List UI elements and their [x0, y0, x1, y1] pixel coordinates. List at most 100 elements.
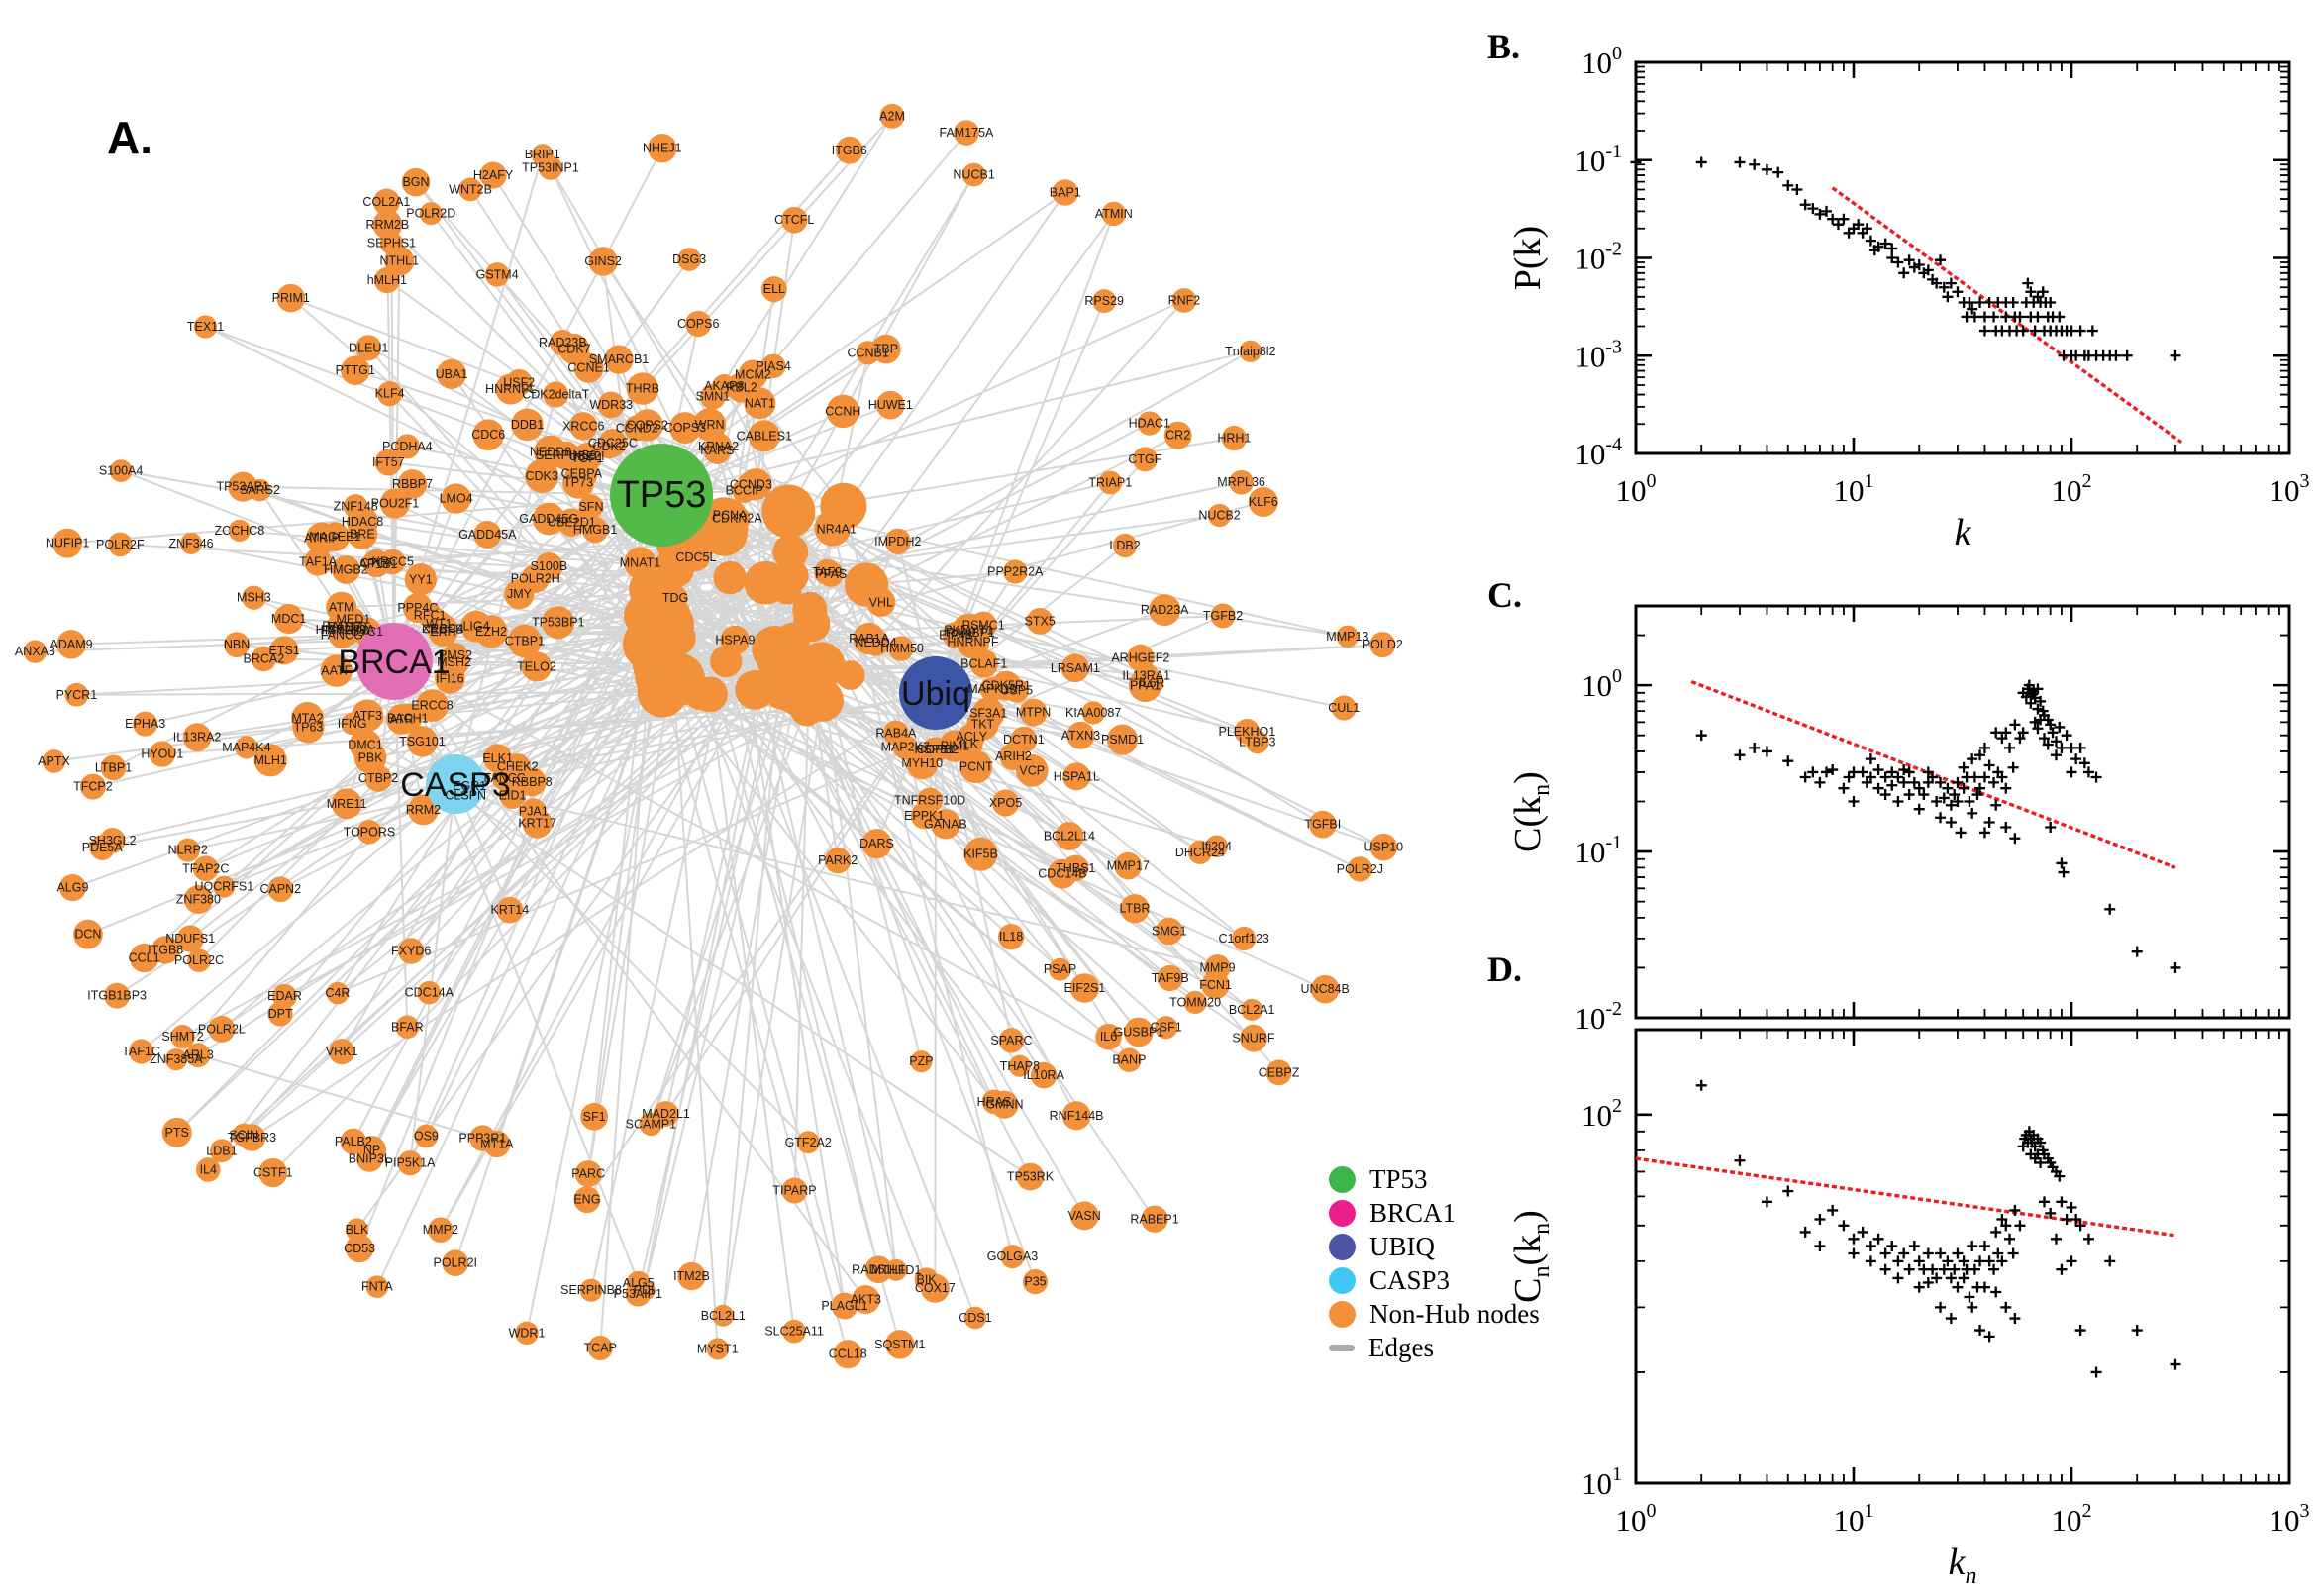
node-label: XRCC6 [562, 419, 604, 433]
legend-item-tp53: TP53 [1329, 1164, 1540, 1194]
node-label: BAP1 [1050, 185, 1081, 199]
node-label: BFAR [391, 1020, 424, 1034]
node-label: AKAP8 [704, 379, 744, 393]
network-node [910, 1050, 933, 1073]
network-node [543, 381, 569, 408]
network-node [794, 606, 831, 643]
network-node [626, 372, 659, 405]
network-node [64, 682, 89, 707]
node-label: CCNB1 [847, 346, 888, 359]
network-node [479, 161, 507, 189]
node-label: RBL2 [726, 380, 757, 394]
node-label: GANAB [924, 817, 967, 831]
network-node [997, 923, 1025, 950]
network-node [108, 532, 133, 557]
node-label: EZH2 [475, 625, 507, 639]
node-label: ZCCHC8 [215, 524, 265, 538]
network-node [798, 642, 846, 689]
node-label: ELK1 [482, 751, 513, 765]
network-node [681, 543, 710, 572]
node-label: SPARC [990, 1034, 1032, 1047]
network-node [1003, 559, 1028, 584]
network-node [538, 155, 563, 180]
node-label: BACH1 [387, 711, 429, 725]
network-node [79, 773, 106, 800]
node-label: HDAC8 [342, 515, 383, 529]
legend-item-casp3: CASP3 [1329, 1265, 1540, 1295]
network-node [397, 469, 428, 499]
network-node [1241, 998, 1263, 1021]
network-node [469, 1125, 496, 1151]
network-node [569, 412, 598, 441]
node-label: SMN1 [696, 390, 731, 404]
network-node [748, 420, 780, 452]
node-label: FANCC [483, 771, 525, 785]
network-node [340, 1128, 367, 1155]
network-node [1163, 421, 1192, 449]
network-node [492, 765, 518, 791]
network-legend: TP53 BRCA1 UBIQ CASP3 Non-Hub nodes Edges [1329, 1164, 1540, 1362]
node-label: CDK3 [526, 469, 558, 483]
network-node [365, 1275, 389, 1298]
node-label: CEBPB [422, 623, 463, 637]
node-label: PSAP [1044, 962, 1076, 976]
node-label: SERPINB9 [536, 449, 597, 462]
node-label: DSG3 [672, 252, 706, 266]
network-node [851, 1285, 880, 1315]
node-label: RBBP7 [392, 477, 433, 491]
tick-label: 100 [1581, 665, 1622, 703]
network-node [573, 1186, 601, 1214]
node-label: RAB1A [849, 632, 890, 646]
network-node [149, 741, 176, 767]
network-node [704, 433, 733, 460]
network-node [161, 1117, 192, 1147]
network-node [401, 167, 431, 197]
node-label: TOPORS [344, 825, 396, 839]
node-label: DHCR24 [1175, 846, 1225, 859]
node-label: IFT57 [372, 455, 405, 469]
node-label: PARK2 [818, 853, 858, 867]
minor-ticks [1636, 62, 2289, 453]
node-label: P53AIP1 [614, 1287, 662, 1301]
node-label: ZNF380 [176, 893, 221, 907]
node-label: RAD50 [327, 620, 366, 634]
network-node [326, 981, 350, 1005]
network-nodes [23, 103, 1398, 1369]
network-node [393, 703, 423, 734]
node-label: LTBP1 [95, 760, 132, 774]
network-node [782, 1319, 806, 1344]
node-label: SARS2 [240, 483, 280, 497]
node-label: PBK [358, 750, 384, 764]
node-label: ETS1 [268, 644, 299, 657]
network-node [604, 345, 634, 374]
node-label: PCNA [713, 509, 748, 523]
node-label: AATF [321, 664, 352, 678]
tick-label: 10-3 [1574, 336, 1622, 373]
node-label: DARS [859, 837, 894, 850]
node-label: POLR2I [434, 1256, 477, 1270]
network-node [579, 1278, 603, 1302]
network-node [1049, 957, 1071, 981]
network-node [428, 614, 457, 644]
network-node [58, 874, 87, 902]
legend-item-label: Non-Hub nodes [1369, 1299, 1540, 1329]
network-node [374, 449, 402, 476]
hub-node-brca1 [355, 623, 433, 700]
node-label: BCL2L1 [701, 1309, 746, 1323]
network-node [532, 502, 565, 536]
network-node [578, 494, 604, 520]
network-node [588, 247, 618, 276]
node-label: TP73 [563, 476, 593, 490]
node-label: ARIH2 [995, 749, 1032, 763]
network-node [966, 708, 999, 741]
network-node [1310, 974, 1340, 1004]
network-node [195, 1157, 221, 1182]
network-node [128, 1039, 154, 1064]
node-label: NBN [224, 638, 250, 651]
node-label: GINS2 [584, 254, 622, 268]
network-node [879, 103, 905, 129]
node-label: Tnfaip8l2 [1225, 345, 1275, 358]
node-label: CHEK2 [497, 759, 539, 773]
node-label: KLF4 [375, 387, 405, 401]
node-label: PARC [571, 1167, 605, 1181]
